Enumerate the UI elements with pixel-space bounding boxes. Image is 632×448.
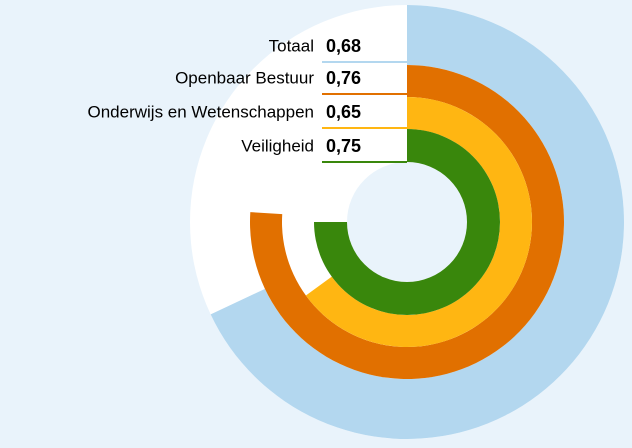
value-label: 0,65 bbox=[326, 102, 361, 122]
value-label: 0,68 bbox=[326, 36, 361, 56]
legend-label: Openbaar Bestuur bbox=[175, 68, 314, 87]
center-hole bbox=[347, 162, 467, 282]
legend-label: Totaal bbox=[269, 36, 314, 55]
legend-label: Veiligheid bbox=[241, 136, 314, 155]
radial-bar bbox=[314, 129, 500, 315]
radial-bar bbox=[210, 5, 624, 439]
legend-label: Onderwijs en Wetenschappen bbox=[88, 102, 315, 121]
value-label: 0,75 bbox=[326, 136, 361, 156]
value-label: 0,76 bbox=[326, 68, 361, 88]
